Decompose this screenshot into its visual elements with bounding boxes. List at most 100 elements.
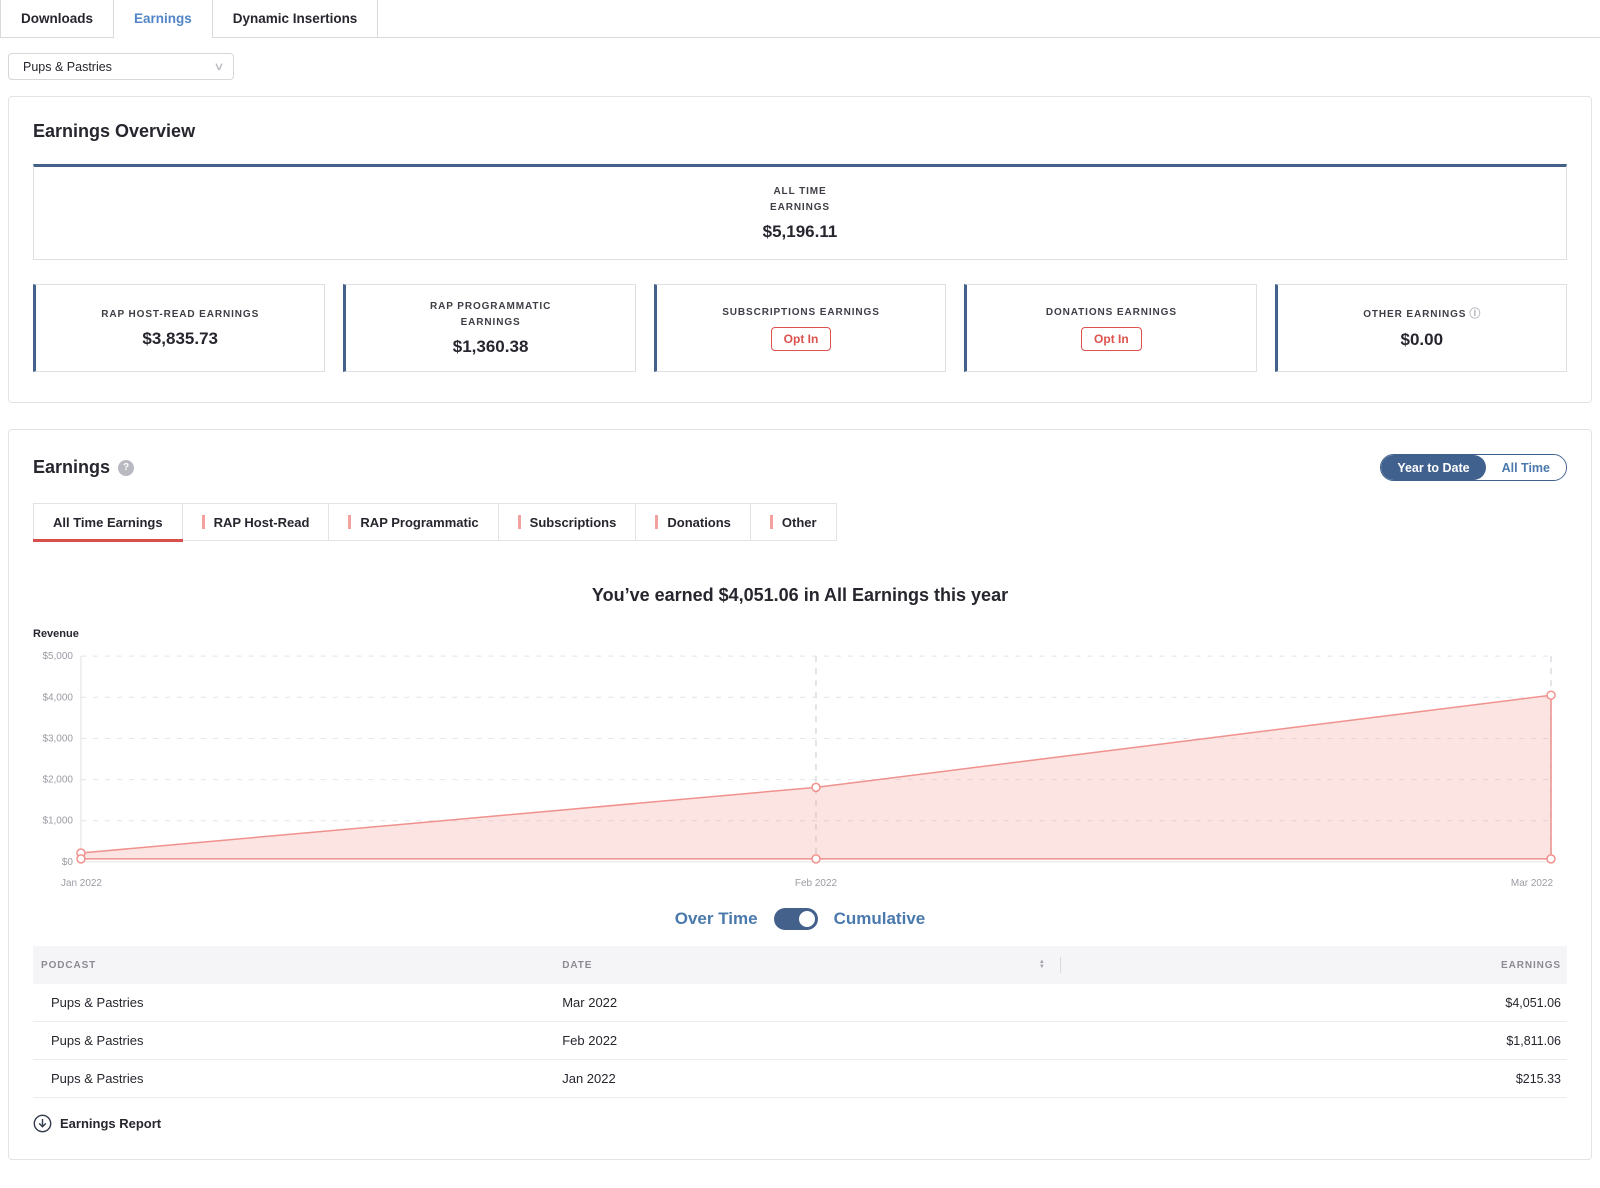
stat-label: Donations Earnings bbox=[1045, 306, 1177, 318]
earnings-tab-donations[interactable]: Donations bbox=[636, 503, 751, 541]
range-all-time-button[interactable]: All Time bbox=[1485, 455, 1566, 480]
page-tab-dynamic-insertions[interactable]: Dynamic Insertions bbox=[213, 0, 379, 37]
sort-icon[interactable]: ▲ ▼ bbox=[1038, 959, 1046, 970]
all-time-earnings-label: All Time Earnings bbox=[770, 186, 830, 213]
tab-tick-icon bbox=[517, 515, 521, 529]
stat-card-other-earnings: Other Earnings ⓘ $0.00 bbox=[1274, 284, 1567, 372]
earnings-overview-card: Earnings Overview All Time Earnings $5,1… bbox=[8, 96, 1592, 403]
chart-mode-toggle: Over Time Cumulative bbox=[33, 908, 1567, 930]
y-tick-label: $0 bbox=[62, 857, 74, 868]
stats-row: RAP Host-Read Earnings $3,835.73 RAP Progr… bbox=[33, 284, 1567, 372]
stat-value: $3,835.73 bbox=[142, 329, 219, 349]
earnings-chart-card: Earnings ? Year to Date All Time All Tim… bbox=[8, 429, 1592, 1160]
stat-label: RAP Host-Read Earnings bbox=[101, 308, 260, 320]
stat-card-rap-host-read-earnings: RAP Host-Read Earnings $3,835.73 bbox=[33, 284, 326, 372]
stat-label: RAP Programmatic Earnings bbox=[429, 301, 552, 328]
earnings-tab-rap-programmatic[interactable]: RAP Programmatic bbox=[329, 503, 499, 541]
tab-tick-icon bbox=[655, 515, 659, 529]
stat-value: $0.00 bbox=[1400, 330, 1444, 350]
x-tick-label: Mar 2022 bbox=[1511, 878, 1554, 889]
earnings-tab-all-time-earnings[interactable]: All Time Earnings bbox=[33, 503, 183, 542]
range-year-to-date-button[interactable]: Year to Date bbox=[1381, 455, 1486, 480]
earnings-type-tabs: All Time Earnings RAP Host-Read RAP Progra… bbox=[33, 503, 1567, 542]
tab-label: Other bbox=[781, 514, 817, 530]
tab-tick-icon bbox=[201, 515, 205, 529]
earnings-tab-rap-host-read[interactable]: RAP Host-Read bbox=[182, 503, 330, 541]
chart-baseline-point bbox=[76, 854, 86, 864]
chart-baseline-point bbox=[811, 854, 821, 864]
tab-tick-icon bbox=[769, 515, 773, 529]
cell-date: Feb 2022 bbox=[562, 1033, 618, 1048]
all-time-earnings-card: All Time Earnings $5,196.11 bbox=[33, 164, 1567, 260]
over-time-label[interactable]: Over Time bbox=[674, 909, 758, 928]
chart-point bbox=[811, 782, 821, 793]
opt-in-button[interactable]: Opt In bbox=[770, 327, 832, 352]
page-tab-bar: Downloads Earnings Dynamic Insertions bbox=[0, 0, 1600, 38]
opt-in-button[interactable]: Opt In bbox=[1081, 327, 1142, 352]
table-row[interactable]: Pups & Pastries Feb 2022 $1,811.06 bbox=[33, 1022, 1567, 1060]
earnings-header: Earnings ? Year to Date All Time bbox=[9, 454, 1591, 481]
earnings-area-chart: $0 $1,000 $2,000 $3,000 $4,000 $5,000 Jan 2022… bbox=[42, 651, 1556, 889]
chevron-down-icon: ∨ bbox=[213, 61, 225, 73]
earnings-report-link[interactable]: Earnings Report bbox=[33, 1114, 161, 1133]
tab-label: All Time Earnings bbox=[53, 514, 163, 530]
header-date-controls: ▲ ▼ bbox=[1039, 957, 1061, 973]
earnings-table: Podcast Date ▲ ▼ Earnings Pups & Pastries… bbox=[33, 946, 1567, 1098]
stat-label: Subscriptions Earnings bbox=[722, 306, 880, 318]
download-circle-icon bbox=[33, 1114, 52, 1133]
chart-baseline-point bbox=[1546, 854, 1556, 864]
cell-podcast: Pups & Pastries bbox=[51, 1033, 144, 1048]
y-tick-label: $1,000 bbox=[42, 816, 73, 827]
tab-label: Donations bbox=[667, 514, 731, 530]
header-date: Date ▲ ▼ bbox=[562, 957, 1061, 973]
earnings-title: Earnings bbox=[33, 457, 111, 477]
earnings-tab-other[interactable]: Other bbox=[750, 503, 837, 541]
stat-value: $1,360.38 bbox=[452, 337, 529, 356]
x-tick-label: Jan 2022 bbox=[61, 878, 102, 889]
stat-card-rap-programmatic-earnings: RAP Programmatic Earnings $1,360.38 bbox=[343, 284, 636, 372]
stat-card-subscriptions-earnings: Subscriptions Earnings Opt In bbox=[653, 284, 947, 372]
header-earnings: Earnings bbox=[1501, 959, 1561, 971]
earnings-report-label: Earnings Report bbox=[60, 1116, 162, 1131]
y-tick-label: $3,000 bbox=[42, 733, 73, 744]
page-tab-earnings[interactable]: Earnings bbox=[114, 0, 213, 38]
y-tick-label: $5,000 bbox=[42, 651, 73, 662]
column-divider bbox=[1059, 957, 1061, 973]
tab-label: RAP Host-Read bbox=[213, 514, 310, 530]
cumulative-toggle-switch[interactable] bbox=[773, 908, 818, 930]
help-icon[interactable]: ? bbox=[118, 459, 135, 476]
y-axis-title: Revenue bbox=[33, 628, 79, 640]
y-tick-label: $2,000 bbox=[42, 775, 73, 786]
earnings-headline: You’ve earned $4,051.06 in All Earnings … bbox=[591, 585, 1009, 605]
chart-point bbox=[1546, 690, 1556, 700]
table-row[interactable]: Pups & Pastries Jan 2022 $215.33 bbox=[33, 1060, 1567, 1098]
page-tab-downloads[interactable]: Downloads bbox=[0, 0, 115, 37]
x-tick-label: Feb 2022 bbox=[795, 878, 838, 889]
podcast-select-value: Pups & Pastries bbox=[23, 59, 112, 74]
cell-podcast: Pups & Pastries bbox=[51, 995, 144, 1010]
all-time-earnings-value: $5,196.11 bbox=[762, 222, 838, 241]
table-row[interactable]: Pups & Pastries Mar 2022 $4,051.06 bbox=[33, 984, 1567, 1022]
header-podcast: Podcast bbox=[41, 959, 97, 971]
overview-title: Earnings Overview bbox=[33, 121, 196, 141]
y-tick-label: $4,000 bbox=[42, 692, 73, 703]
info-icon: ⓘ bbox=[1469, 307, 1481, 320]
podcast-select[interactable]: Pups & Pastries ∨ bbox=[8, 53, 234, 80]
toggle-knob bbox=[798, 911, 815, 927]
cell-earnings: $4,051.06 bbox=[1505, 995, 1561, 1010]
cell-date: Jan 2022 bbox=[562, 1071, 616, 1086]
range-toggle: Year to Date All Time bbox=[1380, 454, 1567, 481]
table-header-row: Podcast Date ▲ ▼ Earnings bbox=[33, 946, 1567, 984]
cell-earnings: $215.33 bbox=[1515, 1071, 1561, 1086]
chart-section: Revenue $0 $1,000 $2,000 $3,000 $4,000 $5,000… bbox=[9, 628, 1591, 1147]
header-date-label: Date bbox=[562, 959, 593, 971]
cell-podcast: Pups & Pastries bbox=[51, 1071, 144, 1086]
tab-label: RAP Programmatic bbox=[360, 514, 479, 530]
cell-date: Mar 2022 bbox=[562, 995, 618, 1010]
stat-card-donations-earnings: Donations Earnings Opt In bbox=[964, 284, 1257, 372]
earnings-tab-subscriptions[interactable]: Subscriptions bbox=[498, 503, 637, 541]
page: Downloads Earnings Dynamic Insertions Pups… bbox=[0, 0, 1600, 1160]
stat-label: Other Earnings ⓘ bbox=[1363, 307, 1481, 320]
table-body: Pups & Pastries Mar 2022 $4,051.06 Pups & P… bbox=[33, 984, 1567, 1098]
cumulative-label[interactable]: Cumulative bbox=[833, 909, 926, 928]
